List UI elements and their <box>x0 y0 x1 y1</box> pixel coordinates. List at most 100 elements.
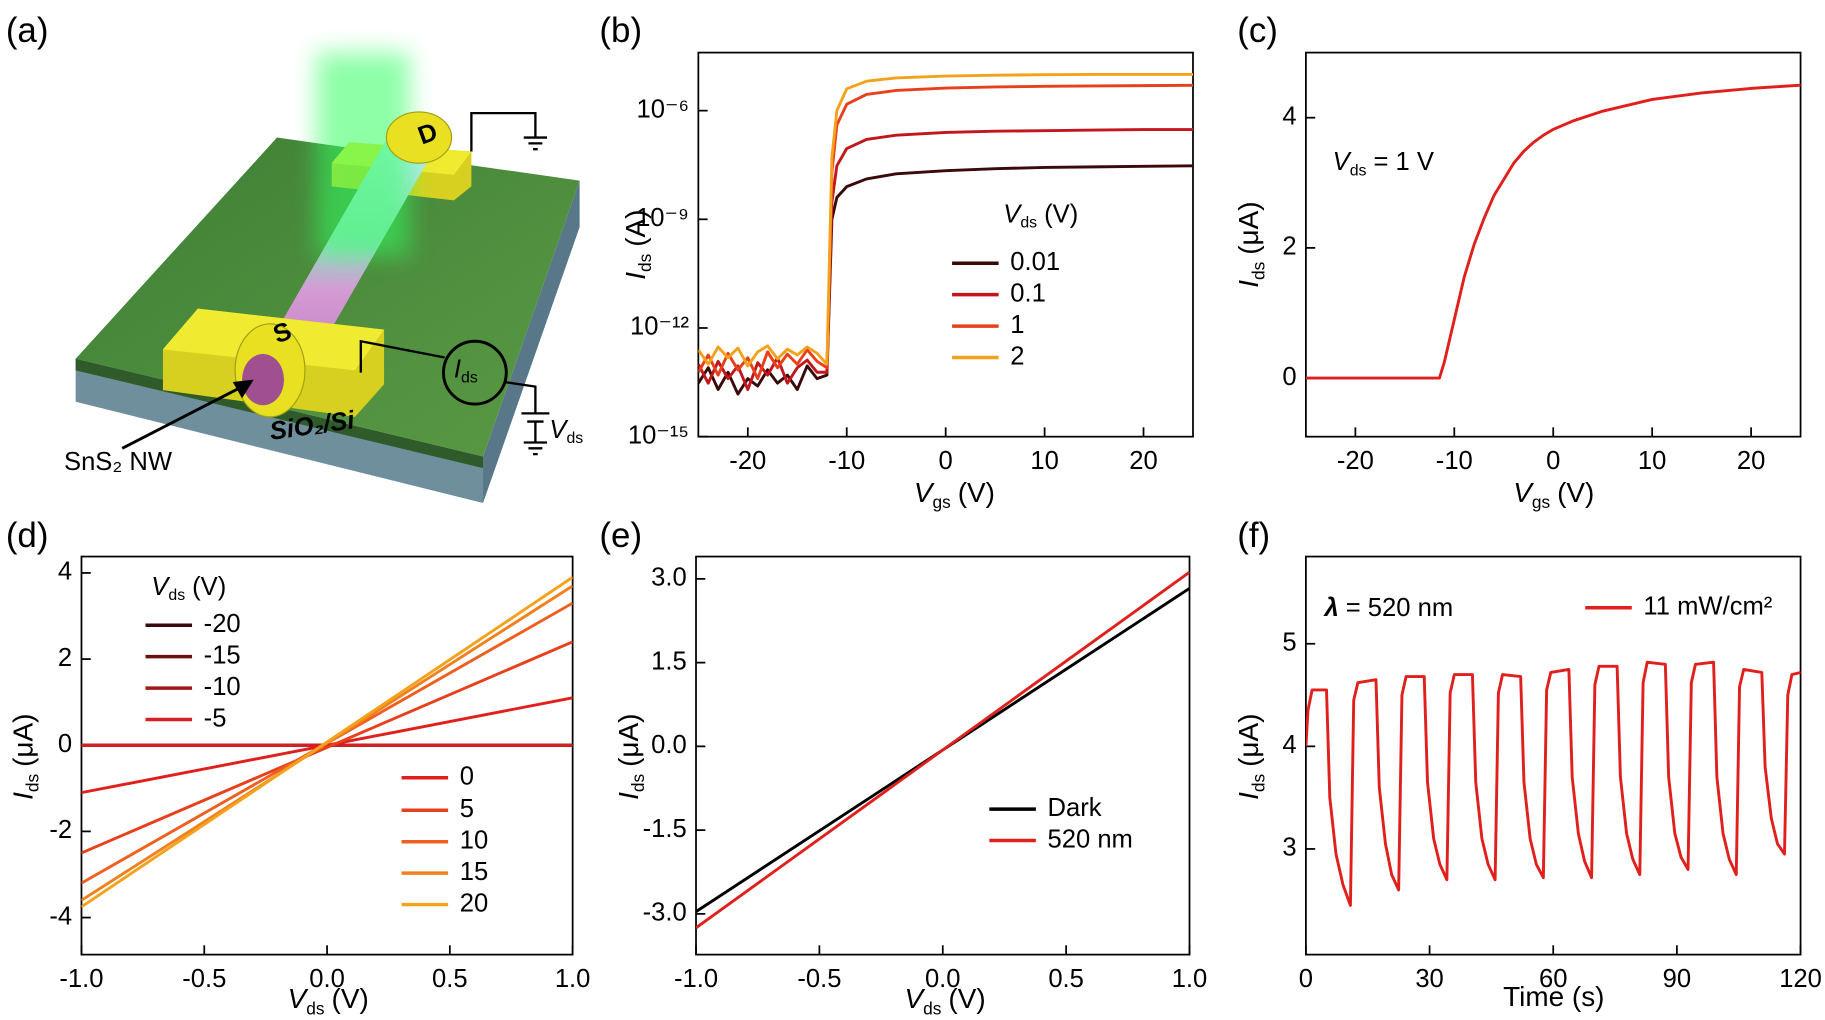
x-axis-label-part: V <box>288 984 309 1015</box>
x-tick-label: 0 <box>1299 965 1313 993</box>
annotation-part: = 1 V <box>1373 148 1433 176</box>
legend-label: 0 <box>460 762 474 790</box>
substrate-side <box>483 180 580 504</box>
series-line <box>698 128 1194 391</box>
y-tick-label: 10⁻¹² <box>630 313 690 341</box>
annotation-part: λ <box>1323 594 1339 622</box>
legend-label: 1 <box>1010 311 1024 339</box>
y-axis-label-part: (A) <box>620 209 651 246</box>
y-tick-label: 4 <box>1282 102 1296 130</box>
annotation-part: = 520 nm <box>1346 594 1453 622</box>
x-tick-label: 0 <box>1546 447 1560 475</box>
current-label-part: ds <box>461 370 478 387</box>
y-axis-label-part: ds <box>22 774 42 793</box>
device-diagram <box>75 52 580 504</box>
y-tick-label: 0 <box>58 730 72 758</box>
voltage-label-part: V <box>549 416 569 444</box>
x-axis-label: Vgs (V) <box>1513 477 1594 511</box>
x-axis-label: Vds (V) <box>905 984 986 1018</box>
x-tick-label: -0.5 <box>797 965 841 993</box>
x-axis-label-part: (V) <box>958 477 995 508</box>
y-tick-label: 10⁻⁹ <box>636 204 689 232</box>
x-axis-label-part: V <box>905 984 926 1015</box>
series-line <box>1305 83 1801 380</box>
panel-label: (a) <box>6 11 49 50</box>
y-axis-label-part: ds <box>1248 261 1268 280</box>
x-tick-label: 20 <box>1737 447 1765 475</box>
y-axis-label-part: (μA) <box>613 714 644 767</box>
legend-title: Vds (V) <box>1003 200 1078 232</box>
legend-label: 11 mW/cm² <box>1643 593 1772 621</box>
x-axis-label-part: V <box>1513 477 1534 508</box>
y-tick-label: 2 <box>1282 233 1296 261</box>
current-label: Ids <box>454 355 478 387</box>
y-axis-label-part: (μA) <box>1234 201 1265 254</box>
x-axis-label-part: ds <box>306 998 325 1018</box>
x-axis-label-part: ds <box>923 998 942 1018</box>
drain-contact <box>385 111 453 164</box>
x-tick-label: -0.5 <box>182 965 226 993</box>
panel-label: (e) <box>599 516 642 555</box>
y-tick-label: -3.0 <box>643 899 687 927</box>
y-axis-label-part: I <box>613 792 644 800</box>
x-tick-label: -20 <box>729 447 766 475</box>
meter-wire <box>503 380 537 414</box>
y-axis-label-part: ds <box>628 774 648 793</box>
arrow <box>121 383 248 450</box>
y-tick-label: 0.0 <box>651 731 687 759</box>
x-tick-label: -20 <box>1337 447 1374 475</box>
panel-label: (c) <box>1237 11 1278 50</box>
y-tick-label: 1.5 <box>651 647 687 675</box>
x-tick-label: 0.0 <box>925 965 961 993</box>
x-tick-label: 1.0 <box>1172 965 1208 993</box>
series-line <box>698 72 1194 368</box>
legend-title-part: ds <box>1020 215 1037 232</box>
x-axis-label-part: V <box>914 477 935 508</box>
legend-label: 2 <box>1010 342 1024 370</box>
x-tick-label: -10 <box>1436 447 1473 475</box>
y-axis-label: Ids (A) <box>620 209 654 279</box>
legend-title: Vds (V) <box>151 573 226 605</box>
legend-label: 5 <box>460 795 474 823</box>
source-wire <box>359 339 445 373</box>
y-axis-label: Ids (μA) <box>1234 201 1268 287</box>
y-tick-label: 4 <box>58 558 72 586</box>
annotation: λ = 520 nm <box>1323 594 1454 622</box>
y-axis-label: Ids (μA) <box>1234 714 1268 800</box>
x-axis-label: Vgs (V) <box>914 477 995 511</box>
y-axis-label-part: (μA) <box>8 714 39 767</box>
plot-frame <box>697 51 1194 438</box>
x-tick-label: 120 <box>1779 965 1822 993</box>
series-line <box>698 83 1194 381</box>
annotation-part: V <box>1333 148 1353 176</box>
y-axis-label-part: I <box>8 792 39 800</box>
drain-wire <box>470 111 537 152</box>
x-tick-label: 0.5 <box>432 965 468 993</box>
y-tick-label: 10⁻¹⁵ <box>628 421 689 449</box>
panel: (b) -20 -10 0 10 20 10⁻¹⁵ 10⁻¹² 10⁻⁹ 10⁻⁶ 0.01 0.1 1… <box>599 11 1194 475</box>
y-tick-label: 10⁻⁶ <box>637 95 690 123</box>
y-axis-label-part: ds <box>635 253 655 272</box>
legend-label: -10 <box>204 673 241 701</box>
panel: (c) -20 -10 0 10 20 0 2 4 <box>1237 11 1802 475</box>
series-line <box>81 576 573 909</box>
legend-label: -5 <box>204 704 227 732</box>
y-tick-label: 3 <box>1282 834 1296 862</box>
y-tick-label: 5 <box>1282 629 1296 657</box>
x-axis-label: Vds (V) <box>288 984 369 1018</box>
y-tick-label: 2 <box>58 644 72 672</box>
voltage-source <box>521 412 550 456</box>
nanowire-end <box>242 354 284 406</box>
x-tick-label: -1.0 <box>59 965 103 993</box>
x-axis-label-part: (V) <box>332 984 369 1015</box>
x-tick-label: 20 <box>1129 447 1157 475</box>
legend-label: -15 <box>204 641 241 669</box>
current-label-part: I <box>454 355 461 383</box>
y-axis-label-part: I <box>1234 792 1265 800</box>
legend-label: 10 <box>460 826 488 854</box>
x-tick-label: 10 <box>1638 447 1666 475</box>
arrow-head <box>232 379 254 399</box>
nanowire-label: SnS₂ NW <box>64 448 173 476</box>
y-axis-label-part: I <box>1234 280 1265 288</box>
